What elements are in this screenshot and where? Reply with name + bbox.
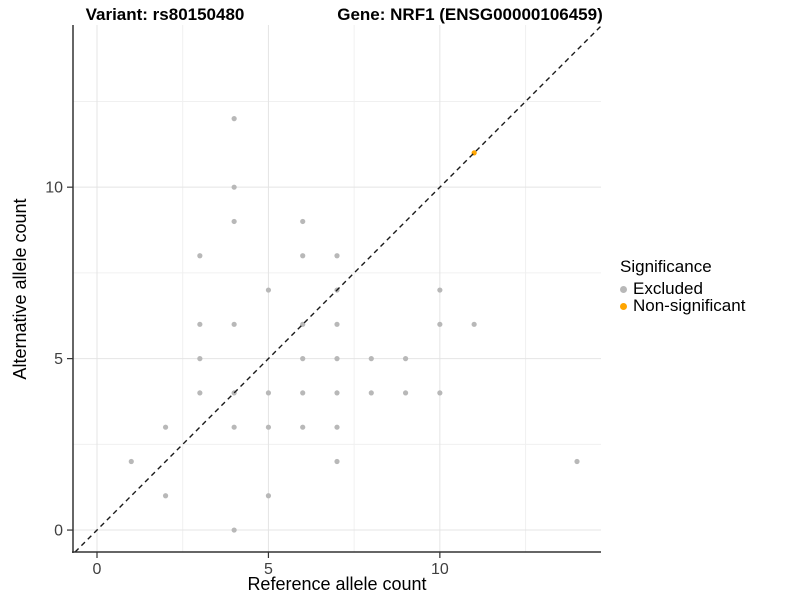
legend-item-label: Non-significant xyxy=(633,296,746,315)
y-tick-label: 0 xyxy=(54,523,63,540)
legend-item-non-significant: Non-significant xyxy=(620,296,798,315)
y-tick-label: 10 xyxy=(45,180,63,197)
legend-title: Significance xyxy=(620,257,712,276)
data-point-excluded xyxy=(197,356,203,362)
data-point-excluded xyxy=(231,218,237,225)
data-point-excluded xyxy=(437,321,443,327)
data-point-excluded xyxy=(231,116,237,122)
data-point-excluded xyxy=(437,287,443,293)
legend-item-label: Excluded xyxy=(633,279,703,298)
x-tick-label: 5 xyxy=(264,561,273,578)
data-point-excluded xyxy=(300,424,306,430)
data-point-excluded xyxy=(437,390,443,396)
data-point-excluded xyxy=(334,458,340,465)
data-point-excluded xyxy=(471,321,477,327)
data-point-excluded xyxy=(231,321,237,327)
plot-title-gene: Gene: NRF1 (ENSG00000106459) xyxy=(337,5,603,24)
data-point-excluded xyxy=(162,424,169,430)
data-point-excluded xyxy=(334,390,340,396)
data-point-excluded xyxy=(231,527,237,533)
excluded-point-swatch xyxy=(620,285,627,293)
data-point-excluded xyxy=(300,390,306,396)
data-point-excluded xyxy=(368,390,374,396)
non-significant-point-swatch xyxy=(620,302,627,310)
y-axis-title: Alternative allele count xyxy=(10,198,30,380)
data-point-excluded xyxy=(197,253,203,259)
x-tick-label: 0 xyxy=(93,561,102,578)
data-point-excluded xyxy=(334,253,340,259)
data-point-excluded xyxy=(265,390,272,396)
data-point-excluded xyxy=(265,287,272,293)
y-tick-label: 5 xyxy=(54,351,63,368)
plot-title-variant: Variant: rs80150480 xyxy=(85,5,245,24)
data-point-excluded xyxy=(231,424,237,430)
data-point-excluded xyxy=(231,184,237,190)
data-point-excluded xyxy=(197,321,203,327)
data-point-excluded xyxy=(574,458,580,465)
data-point-excluded xyxy=(300,321,306,327)
x-tick-label: 10 xyxy=(431,561,449,578)
identity-line xyxy=(74,25,602,553)
data-point-excluded xyxy=(128,458,134,465)
data-point-excluded xyxy=(300,253,306,259)
data-point-excluded xyxy=(334,356,340,362)
data-point-excluded xyxy=(265,424,272,430)
data-point-excluded xyxy=(162,493,169,499)
data-point-excluded xyxy=(402,390,409,396)
x-axis-title: Reference allele count xyxy=(247,574,427,594)
data-point-excluded xyxy=(368,356,374,362)
data-point-excluded xyxy=(197,390,203,396)
data-point-excluded xyxy=(334,424,340,430)
data-point-excluded xyxy=(265,493,272,499)
data-point-excluded xyxy=(402,356,409,362)
data-point-excluded xyxy=(300,218,306,225)
data-point-excluded xyxy=(334,321,340,327)
data-point-excluded xyxy=(300,356,306,362)
legend: Significance Excluded Non-significant xyxy=(620,257,798,315)
legend-item-excluded: Excluded xyxy=(620,279,798,298)
